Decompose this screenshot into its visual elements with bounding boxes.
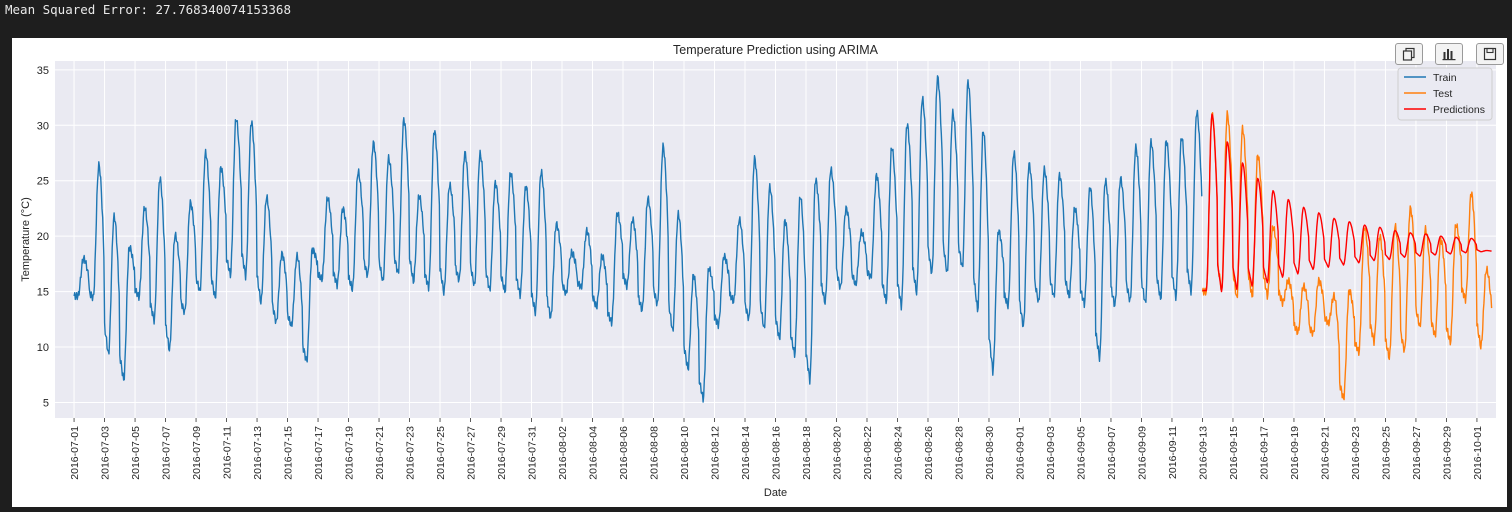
legend-label-predictions: Predictions	[1433, 104, 1485, 116]
legend-box	[1397, 67, 1493, 121]
x-tick-label: 2016-08-24	[892, 426, 904, 480]
x-tick-label: 2016-08-02	[557, 426, 569, 480]
y-tick-label: 25	[37, 176, 49, 188]
x-tick-label: 2016-07-19	[344, 426, 356, 480]
legend-label-train: Train	[1433, 72, 1457, 84]
x-tick-label: 2016-08-10	[679, 426, 691, 480]
x-tick-label: 2016-09-25	[1380, 426, 1392, 480]
x-tick-label: 2016-07-15	[283, 426, 295, 480]
x-tick-label: 2016-07-23	[405, 426, 417, 480]
x-tick-label: 2016-07-31	[527, 426, 539, 480]
x-tick-label: 2016-07-25	[435, 426, 447, 480]
y-tick-label: 15	[37, 287, 49, 299]
x-tick-label: 2016-07-21	[374, 426, 386, 480]
bar-chart-icon	[1442, 49, 1456, 61]
x-tick-label: 2016-08-16	[771, 426, 783, 480]
y-tick-label: 10	[37, 342, 49, 354]
x-tick-label: 2016-08-22	[862, 426, 874, 480]
mse-output-text: Mean Squared Error: 27.768340074153368	[5, 2, 291, 17]
x-tick-label: 2016-09-17	[1258, 426, 1270, 480]
chart-view-button[interactable]	[1435, 43, 1463, 65]
copy-button[interactable]	[1395, 43, 1423, 65]
x-tick-label: 2016-07-05	[130, 426, 142, 480]
legend: Train Test Predictions	[1397, 67, 1493, 121]
y-tick-label: 35	[37, 65, 49, 77]
x-tick-label: 2016-09-13	[1197, 426, 1209, 480]
x-tick-label: 2016-07-07	[161, 426, 173, 480]
x-tick-label: 2016-09-01	[1014, 426, 1026, 480]
copy-icon	[1402, 47, 1415, 61]
x-tick-label: 2016-07-09	[191, 426, 203, 480]
temperature-chart: 5 10 15 20 25 30 35 2016-07-01 2016-07-03 2016-07…	[20, 43, 1496, 499]
save-icon	[1483, 47, 1497, 61]
x-tick-label: 2016-07-17	[313, 426, 325, 480]
x-tick-label: 2016-09-29	[1441, 426, 1453, 480]
x-tick-label: 2016-09-11	[1167, 426, 1179, 479]
x-tick-label: 2016-09-09	[1136, 426, 1148, 480]
x-tick-label: 2016-09-21	[1319, 426, 1331, 480]
series-line-predictions	[1202, 113, 1492, 293]
x-tick-label: 2016-10-01	[1472, 426, 1484, 480]
x-tick-label: 2016-09-19	[1289, 426, 1301, 480]
x-tick-label: 2016-08-30	[984, 426, 996, 480]
y-tick-label: 5	[43, 397, 49, 409]
x-tick-label: 2016-08-28	[953, 426, 965, 480]
x-tick-label: 2016-09-07	[1106, 426, 1118, 480]
x-tick-label: 2016-08-14	[740, 426, 752, 480]
save-button[interactable]	[1476, 43, 1504, 65]
x-tick-label: 2016-08-08	[649, 426, 661, 480]
x-tick-label: 2016-08-26	[923, 426, 935, 480]
legend-label-test: Test	[1433, 88, 1452, 100]
y-tick-label: 20	[37, 231, 49, 243]
x-axis-label: Date	[764, 487, 787, 499]
x-tick-label: 2016-09-15	[1228, 426, 1240, 480]
x-tick-label: 2016-07-29	[496, 426, 508, 480]
x-tick-label: 2016-07-13	[252, 426, 264, 480]
x-tick-label: 2016-08-12	[710, 426, 722, 480]
x-tick-label: 2016-07-11	[222, 426, 234, 479]
figure-canvas: 5 10 15 20 25 30 35 2016-07-01 2016-07-03 2016-07…	[12, 38, 1507, 507]
series-line-test	[1201, 110, 1493, 401]
x-tick-label: 2016-09-03	[1045, 426, 1057, 480]
x-tick-label: 2016-07-27	[466, 426, 478, 480]
x-tick-label: 2016-09-23	[1350, 426, 1362, 480]
x-tick-label: 2016-08-06	[618, 426, 630, 480]
y-axis-label: Temperature (°C)	[20, 197, 32, 281]
x-tick-label: 2016-08-04	[588, 426, 600, 480]
series-line-train	[73, 75, 1203, 403]
chart-title: Temperature Prediction using ARIMA	[673, 43, 879, 57]
y-tick-label: 30	[37, 120, 49, 132]
x-tick-label: 2016-09-05	[1075, 426, 1087, 480]
x-tick-label: 2016-08-20	[831, 426, 843, 480]
x-tick-label: 2016-08-18	[801, 426, 813, 480]
x-tick-label: 2016-09-27	[1411, 426, 1423, 480]
x-tick-label: 2016-07-03	[100, 426, 112, 480]
x-tick-label: 2016-07-01	[69, 426, 81, 480]
